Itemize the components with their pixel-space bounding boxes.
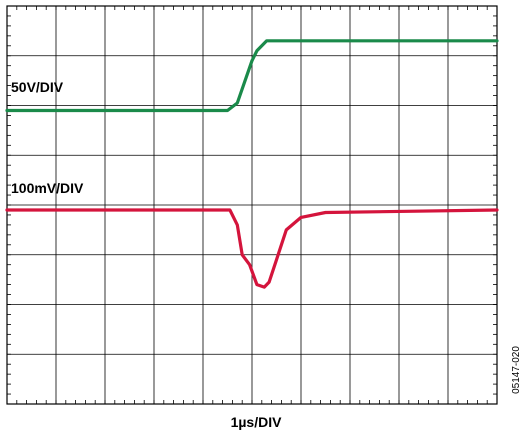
figure-id: 05147-020 xyxy=(511,346,522,394)
channel-1-trace xyxy=(5,39,499,113)
channel-2-scale-label: 100mV/DIV xyxy=(11,180,84,196)
axis-ticks xyxy=(6,5,498,405)
channel-2-trace xyxy=(5,208,499,289)
traces xyxy=(5,39,499,289)
time-scale-label: 1µs/DIV xyxy=(231,414,283,430)
channel-1-scale-label: 50V/DIV xyxy=(11,79,64,95)
grid xyxy=(7,6,497,404)
